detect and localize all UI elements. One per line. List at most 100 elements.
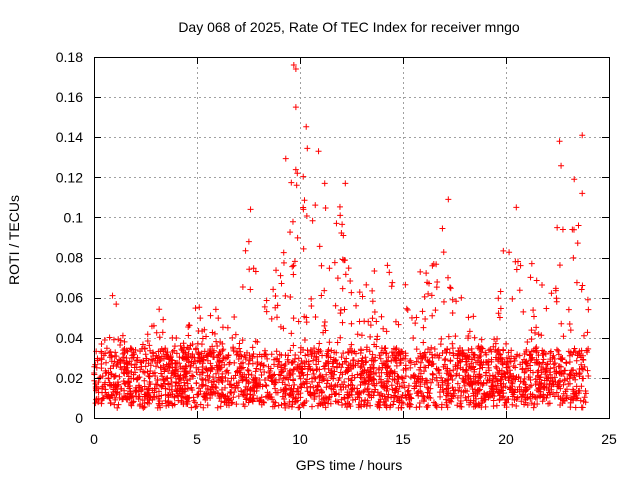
data-point: [263, 382, 270, 389]
data-point: [476, 373, 483, 380]
data-point: [351, 374, 358, 381]
data-point: [335, 399, 342, 406]
data-point: [266, 369, 273, 376]
data-point: [99, 373, 106, 380]
data-point: [500, 247, 507, 254]
data-point: [484, 376, 491, 383]
data-point: [513, 396, 520, 403]
data-point: [100, 383, 107, 390]
data-point: [312, 314, 319, 321]
data-point: [184, 344, 191, 351]
y-tick-label: 0.04: [56, 330, 83, 346]
data-point: [471, 334, 478, 341]
data-point: [239, 283, 246, 290]
data-point: [310, 384, 317, 391]
data-point: [219, 373, 226, 380]
data-point: [489, 379, 496, 386]
data-point: [98, 400, 105, 407]
data-point: [257, 361, 264, 368]
data-point: [550, 352, 557, 359]
data-point: [445, 196, 452, 203]
data-point: [293, 388, 300, 395]
data-point: [512, 364, 519, 371]
data-point: [290, 385, 297, 392]
data-point: [358, 332, 365, 339]
data-point: [463, 358, 470, 365]
data-point: [130, 351, 137, 358]
data-point: [398, 374, 405, 381]
data-point: [461, 379, 468, 386]
data-point: [388, 382, 395, 389]
data-point: [199, 335, 206, 342]
y-tick-label: 0.1: [64, 209, 84, 225]
data-point: [420, 397, 427, 404]
data-point: [297, 375, 304, 382]
data-point: [180, 340, 187, 347]
data-point: [373, 318, 380, 325]
data-point: [247, 206, 254, 213]
data-point: [446, 349, 453, 356]
data-point: [207, 391, 214, 398]
data-point: [407, 401, 414, 408]
data-point: [142, 351, 149, 358]
data-point: [366, 348, 373, 355]
data-point: [557, 370, 564, 377]
data-point: [105, 375, 112, 382]
data-point: [281, 395, 288, 402]
data-point: [447, 357, 454, 364]
data-point: [124, 348, 131, 355]
data-point: [150, 370, 157, 377]
data-point: [292, 398, 299, 405]
data-point: [290, 377, 297, 384]
data-point: [301, 337, 308, 344]
data-point: [398, 348, 405, 355]
data-point: [190, 373, 197, 380]
data-point: [449, 310, 456, 317]
data-point: [576, 370, 583, 377]
data-point: [470, 351, 477, 358]
data-point: [339, 256, 346, 263]
data-point: [438, 335, 445, 342]
data-point: [318, 262, 325, 269]
data-point: [334, 339, 341, 346]
data-point: [415, 388, 422, 395]
data-point: [528, 382, 535, 389]
data-point: [305, 358, 312, 365]
data-point: [126, 358, 133, 365]
data-point: [111, 373, 118, 380]
data-point: [304, 145, 311, 152]
data-point: [434, 279, 441, 286]
y-tick-label: 0.18: [56, 49, 83, 65]
data-point: [421, 364, 428, 371]
data-point: [496, 388, 503, 395]
data-point: [509, 401, 516, 408]
data-point: [115, 401, 122, 408]
data-point: [261, 303, 268, 310]
data-point: [475, 343, 482, 350]
data-point: [391, 368, 398, 375]
data-point: [443, 399, 450, 406]
data-point: [232, 331, 239, 338]
data-point: [202, 396, 209, 403]
data-point: [324, 380, 331, 387]
data-point: [427, 395, 434, 402]
y-tick-label: 0.12: [56, 169, 83, 185]
data-point: [358, 357, 365, 364]
data-point: [439, 377, 446, 384]
data-point: [200, 377, 207, 384]
x-tick-label: 5: [193, 431, 201, 447]
data-point: [352, 350, 359, 357]
data-point: [411, 385, 418, 392]
data-point: [507, 385, 514, 392]
data-point: [547, 348, 554, 355]
data-point: [509, 295, 516, 302]
data-point: [285, 403, 292, 410]
data-point: [249, 354, 256, 361]
data-point: [160, 316, 167, 323]
data-point: [565, 348, 572, 355]
data-point: [308, 353, 315, 360]
data-point: [424, 346, 431, 353]
data-point: [581, 363, 588, 370]
data-point: [533, 349, 540, 356]
data-point: [361, 387, 368, 394]
